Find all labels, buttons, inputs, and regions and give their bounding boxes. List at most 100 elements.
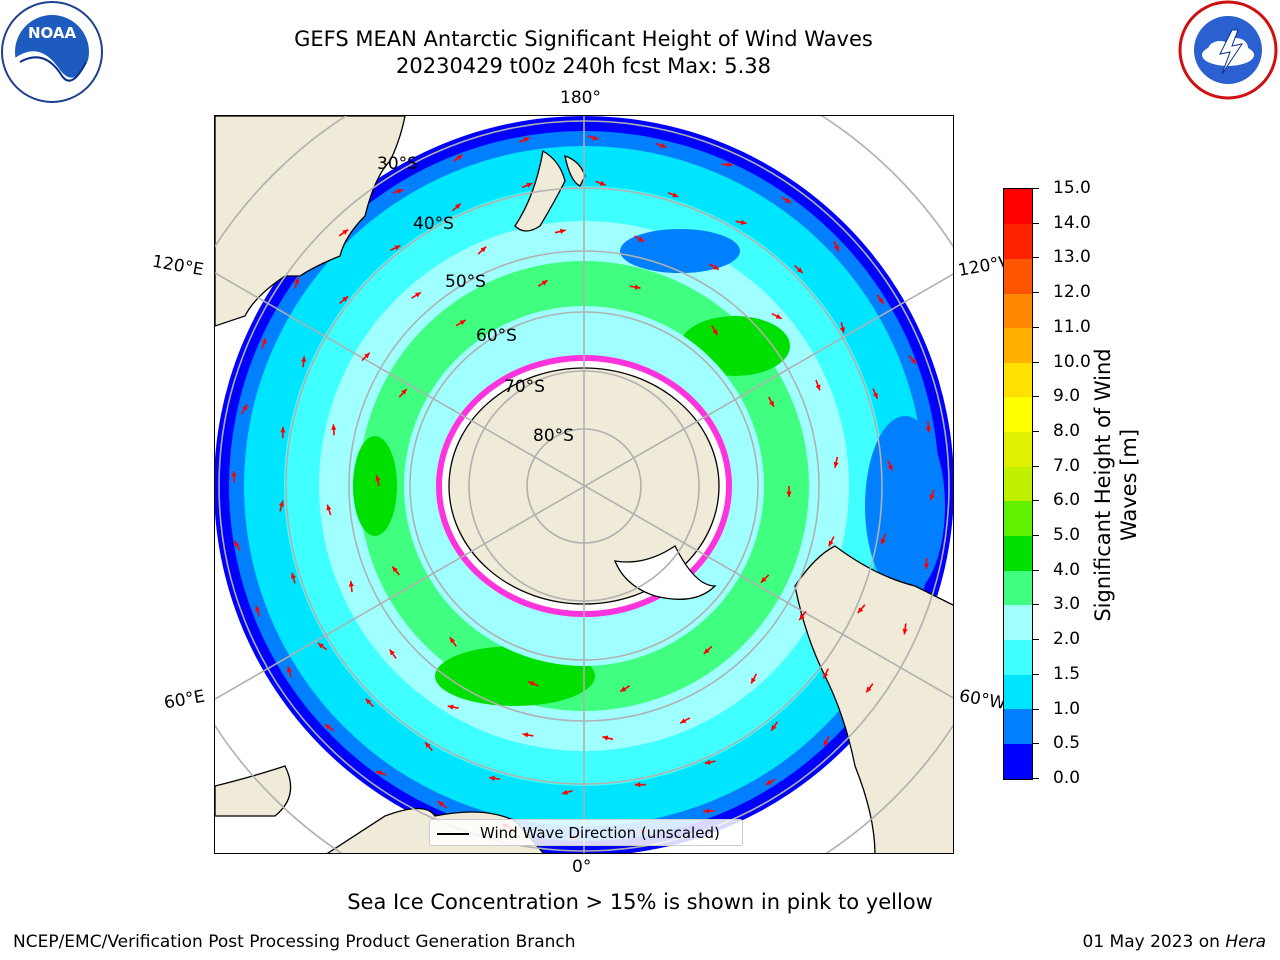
colorbar-tick — [1033, 292, 1039, 294]
colorbar-segment — [1004, 674, 1032, 710]
legend-label: Wind Wave Direction (unscaled) — [480, 824, 720, 842]
wave-direction-arrowhead — [638, 236, 645, 242]
legend-line-swatch — [437, 833, 469, 835]
wave-direction-arrowhead — [234, 541, 240, 548]
colorbar-tick — [1033, 778, 1039, 779]
colorbar-tick — [1033, 430, 1039, 432]
wave-direction-arrowhead — [447, 704, 454, 710]
wave-direction-arrowhead — [902, 628, 908, 635]
wave-direction-arrowhead — [703, 648, 710, 654]
wave-direction-arrowhead — [364, 352, 370, 359]
colorbar-title-line2: Waves [m] — [1117, 428, 1141, 542]
polar-map: 30°S 40°S 50°S 60°S 70°S 80°S — [215, 116, 953, 853]
map-panel: 30°S 40°S 50°S 60°S 70°S 80°S Wind Wave … — [214, 115, 954, 854]
colorbar-segment — [1004, 362, 1032, 398]
lat-label-40s: 40°S — [413, 214, 454, 234]
wave-direction-arrowhead — [559, 228, 566, 234]
graticule — [215, 116, 953, 853]
colorbar-tick-label: 4.0 — [1053, 559, 1081, 580]
chart-title: GEFS MEAN Antarctic Significant Height o… — [294, 27, 873, 51]
wave-direction-arrowhead — [342, 296, 348, 302]
wave-direction-arrowhead — [672, 192, 679, 198]
wave-direction-arrowhead — [454, 203, 461, 210]
colorbar-segment — [1004, 327, 1032, 363]
colorbar-segment — [1004, 396, 1032, 433]
wave-direction-arrowhead — [389, 649, 395, 656]
colorbar-tick-label: 11.0 — [1053, 316, 1091, 337]
wave-direction-arrowhead — [872, 392, 878, 399]
lat-label-50s: 50°S — [445, 272, 486, 292]
colorbar-tick-label: 13.0 — [1053, 247, 1091, 268]
wave-direction-arrowhead — [726, 161, 733, 168]
colorbar-tick-label: 8.0 — [1053, 420, 1081, 441]
colorbar-tick — [1033, 535, 1039, 537]
wave-direction-arrowhead — [760, 576, 767, 583]
wave-direction-arrowhead — [929, 494, 935, 501]
sea-ice-note: Sea Ice Concentration > 15% is shown in … — [347, 890, 933, 914]
footer-date-text: 01 May 2023 on — [1082, 932, 1220, 952]
colorbar-tick-label: 0.0 — [1053, 768, 1081, 788]
lon-label-60w: 60°W — [957, 686, 1008, 714]
wave-direction-arrowhead — [242, 404, 248, 411]
colorbar-segment — [1004, 708, 1032, 744]
wave-direction-arrowhead — [840, 327, 846, 334]
colorbar-segment — [1004, 743, 1032, 779]
wave-direction-arrowhead — [823, 672, 829, 679]
wave-direction-arrowhead — [857, 607, 864, 614]
wave-direction-arrowhead — [923, 563, 930, 570]
wave-direction-arrowhead — [522, 732, 529, 738]
colorbar-tick-label: 3.0 — [1053, 594, 1081, 615]
wave-direction-arrowhead — [815, 384, 821, 391]
colorbar-segment — [1004, 431, 1032, 467]
colorbar-segment — [1004, 189, 1032, 225]
lon-label-0: 0° — [572, 857, 592, 877]
colorbar-tick-label: 1.5 — [1053, 663, 1081, 684]
colorbar-tick — [1033, 673, 1039, 675]
wave-direction-arrowhead — [326, 504, 332, 511]
wave-direction-arrowhead — [634, 782, 641, 788]
wave-direction-arrowhead — [348, 580, 354, 587]
colorbar-tick-label: 2.0 — [1053, 629, 1081, 650]
lon-label-60e: 60°E — [162, 686, 207, 714]
svg-text:NOAA: NOAA — [28, 24, 77, 42]
noaa-logo: NOAA — [1, 1, 103, 103]
wave-direction-arrowhead — [769, 400, 774, 407]
wave-direction-arrowhead — [523, 137, 530, 143]
lat-label-30s: 30°S — [377, 154, 418, 174]
colorbar-segment — [1004, 258, 1032, 294]
lon-label-180: 180° — [560, 88, 601, 108]
colorbar-segment — [1004, 500, 1032, 537]
wave-direction-arrowhead — [294, 277, 300, 284]
wave-direction-arrowhead — [785, 197, 792, 203]
wave-direction-arrowhead — [771, 724, 777, 731]
colorbar-tick — [1033, 708, 1039, 710]
colorbar-tick — [1033, 743, 1039, 745]
wave-direction-arrowhead — [397, 188, 404, 194]
wave-direction-arrowhead — [365, 698, 372, 705]
map-legend: Wind Wave Direction (unscaled) — [429, 819, 743, 846]
colorbar-title-line1: Significant Height of Wind — [1091, 348, 1115, 622]
colorbar-tick-label: 0.5 — [1053, 733, 1081, 754]
footer-date: 01 May 2023 on Hera — [1083, 932, 1267, 952]
wave-direction-arrowhead — [878, 297, 884, 304]
wave-direction-arrowhead — [599, 180, 606, 186]
colorbar-tick-label: 12.0 — [1053, 282, 1091, 303]
colorbar-segment — [1004, 466, 1032, 502]
wave-direction-arrowhead — [541, 280, 548, 286]
lat-label-80s: 80°S — [533, 426, 574, 446]
wave-direction-arrowhead — [290, 572, 296, 579]
colorbar-tick-label: 1.0 — [1053, 698, 1081, 719]
wave-direction-arrowhead — [925, 426, 931, 433]
wave-direction-arrowhead — [592, 135, 599, 141]
wave-direction-arrowhead — [489, 775, 495, 781]
wave-direction-arrowhead — [634, 284, 641, 290]
wave-direction-arrowhead — [394, 245, 401, 251]
wave-direction-arrowhead — [833, 461, 839, 468]
nws-logo — [1178, 0, 1278, 100]
wave-direction-arrowhead — [775, 313, 782, 319]
colorbar-tick-label: 5.0 — [1053, 525, 1081, 546]
lon-label-120e: 120°E — [150, 251, 206, 281]
footer-machine: Hera — [1225, 932, 1266, 952]
wave-direction-arrowhead — [280, 426, 286, 433]
wave-direction-arrowhead — [392, 566, 398, 573]
